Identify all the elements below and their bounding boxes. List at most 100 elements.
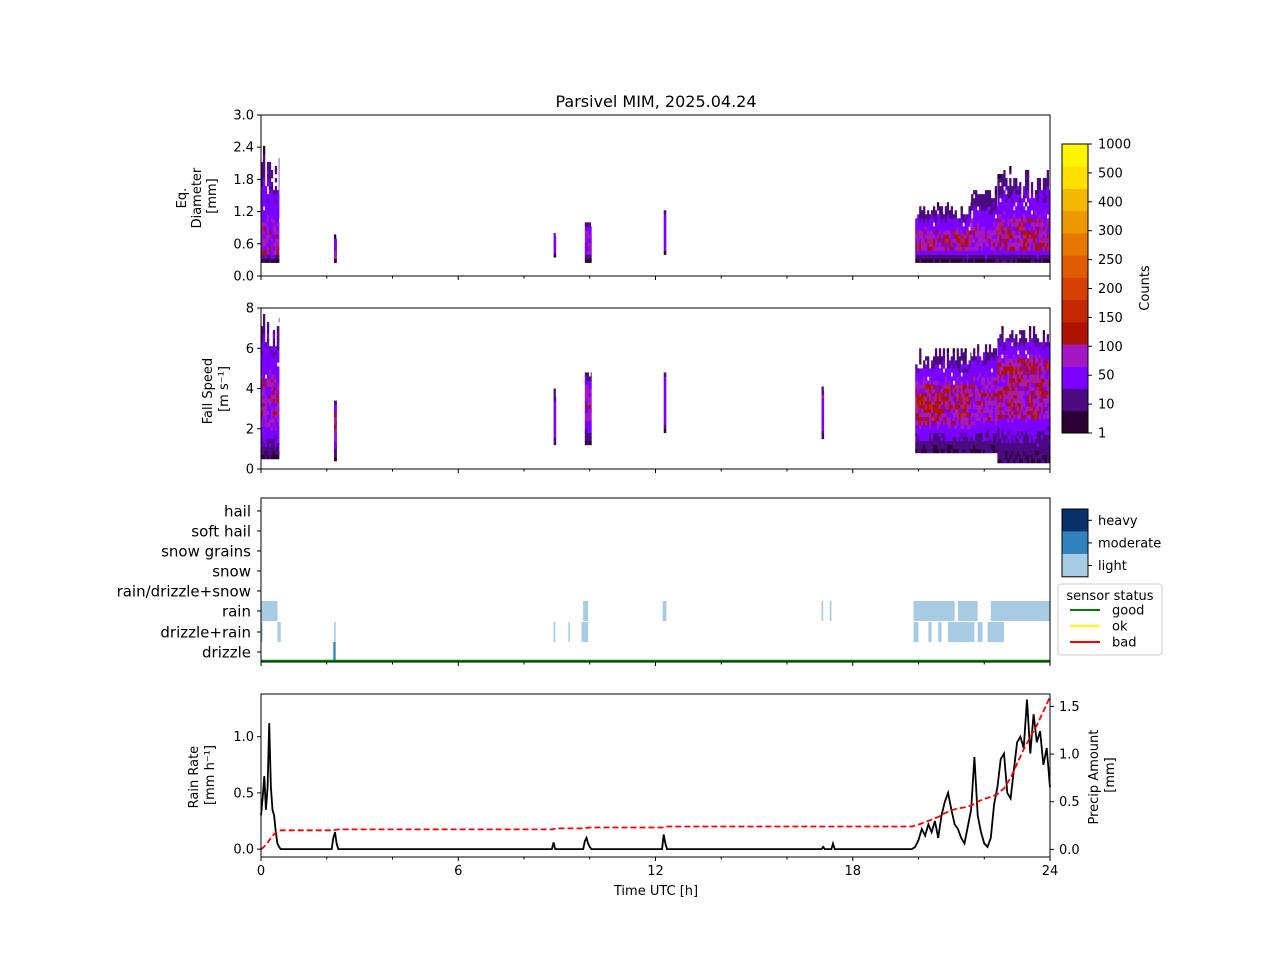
heatmap-cell xyxy=(1028,378,1032,383)
heatmap-cell xyxy=(994,352,998,357)
heatmap-cell xyxy=(1044,342,1048,347)
heatmap-cell xyxy=(978,206,982,211)
heatmap-cell xyxy=(1034,434,1038,440)
heatmap-cell xyxy=(588,230,592,235)
heatmap-cell xyxy=(946,440,950,446)
heatmap-cell xyxy=(950,444,953,450)
heatmap-cell xyxy=(940,448,944,454)
heatmap-cell xyxy=(950,432,953,438)
heatmap-cell xyxy=(262,153,266,159)
heatmap-cell xyxy=(821,402,824,407)
heatmap-cell xyxy=(940,250,944,255)
heatmap-cell xyxy=(264,414,268,419)
heatmap-cell xyxy=(823,430,825,436)
heatmap-cell xyxy=(1046,378,1049,383)
heatmap-cell xyxy=(1038,222,1042,227)
heatmap-cell xyxy=(1005,230,1008,235)
heatmap-cell xyxy=(956,416,959,421)
heatmap-cell xyxy=(278,258,280,263)
heatmap-cell xyxy=(988,444,992,450)
heatmap-cell xyxy=(1044,250,1048,255)
heatmap-cell xyxy=(1046,386,1049,391)
heatmap-cell xyxy=(984,344,988,349)
heatmap-cell xyxy=(1030,402,1034,407)
heatmap-cell xyxy=(553,253,556,258)
heatmap-cell xyxy=(962,226,965,231)
heatmap-cell xyxy=(952,234,955,239)
heatmap-cell xyxy=(952,436,955,442)
heatmap-cell xyxy=(1028,202,1032,207)
heatmap-cell xyxy=(1019,406,1022,411)
heatmap-cell xyxy=(272,398,276,403)
heatmap-cell xyxy=(1015,230,1018,235)
heatmap-cell xyxy=(1021,358,1024,363)
heatmap-cell xyxy=(940,222,944,227)
heatmap-cell xyxy=(268,354,272,359)
heatmap-cell xyxy=(925,444,928,450)
heatmap-cell xyxy=(1032,246,1036,251)
heatmap-cell xyxy=(1011,214,1014,219)
heatmap-cell xyxy=(934,210,938,215)
heatmap-cell xyxy=(1011,198,1014,203)
heatmap-cell xyxy=(992,420,996,426)
heatmap-cell xyxy=(1007,422,1010,428)
heatmap-cell xyxy=(938,436,942,442)
heatmap-cell xyxy=(973,214,976,219)
heatmap-cell xyxy=(962,356,965,361)
heatmap-cell xyxy=(952,238,955,243)
heatmap-cell xyxy=(919,352,922,357)
heatmap-cell xyxy=(1034,242,1038,247)
heatmap-cell xyxy=(971,218,974,223)
heatmap-cell xyxy=(958,254,961,259)
heatmap-cell xyxy=(1048,386,1051,391)
heatmap-cell xyxy=(261,182,264,187)
heatmap-cell xyxy=(919,412,922,417)
heatmap-cell xyxy=(927,250,930,255)
heatmap-cell xyxy=(932,384,936,389)
heatmap-cell xyxy=(973,230,976,235)
heatmap-cell xyxy=(555,245,557,250)
heatmap-cell xyxy=(1026,458,1030,464)
heatmap-cell xyxy=(954,388,957,393)
heatmap-cell xyxy=(954,222,957,227)
heatmap-cell xyxy=(936,396,940,401)
diameter-ylabel-line3: [mm] xyxy=(205,178,220,213)
heatmap-cell xyxy=(1013,198,1016,203)
heatmap-cell xyxy=(962,376,965,381)
heatmap-cell xyxy=(923,222,926,227)
heatmap-cell xyxy=(268,418,272,424)
heatmap-cell xyxy=(932,404,936,409)
heatmap-cell xyxy=(278,170,280,175)
heatmap-cell xyxy=(930,444,934,450)
heatmap-cell xyxy=(930,364,934,369)
heatmap-cell xyxy=(1040,438,1044,444)
heatmap-cell xyxy=(958,416,961,421)
heatmap-cell xyxy=(994,448,998,454)
heatmap-cell xyxy=(1015,250,1018,255)
heatmap-cell xyxy=(971,368,974,373)
fallspeed-ylabel: Fall Speed [m s⁻¹] xyxy=(201,354,232,425)
heatmap-cell xyxy=(994,368,998,373)
heatmap-cell xyxy=(278,161,280,167)
heatmap-cell xyxy=(997,182,1000,187)
heatmap-cell xyxy=(1034,226,1038,231)
heatmap-cell xyxy=(942,356,946,361)
heatmap-cell xyxy=(1034,450,1038,456)
heatmap-cell xyxy=(262,326,266,331)
heatmap-cell xyxy=(1040,422,1044,428)
heatmap-cell xyxy=(266,390,270,395)
heatmap-cell xyxy=(990,436,994,442)
heatmap-cell xyxy=(950,234,953,239)
precip-segment xyxy=(583,601,589,621)
heatmap-cell xyxy=(1021,454,1024,460)
heatmap-cell xyxy=(1005,342,1008,347)
heatmap-cell xyxy=(960,436,963,442)
heatmap-cell xyxy=(940,258,944,263)
heatmap-cell xyxy=(1001,222,1004,227)
heatmap-cell xyxy=(1046,258,1049,263)
heatmap-cell xyxy=(1017,458,1020,464)
heatmap-cell xyxy=(1040,446,1044,452)
heatmap-cell xyxy=(276,398,280,403)
heatmap-cell xyxy=(973,364,976,369)
heatmap-cell xyxy=(261,378,264,383)
